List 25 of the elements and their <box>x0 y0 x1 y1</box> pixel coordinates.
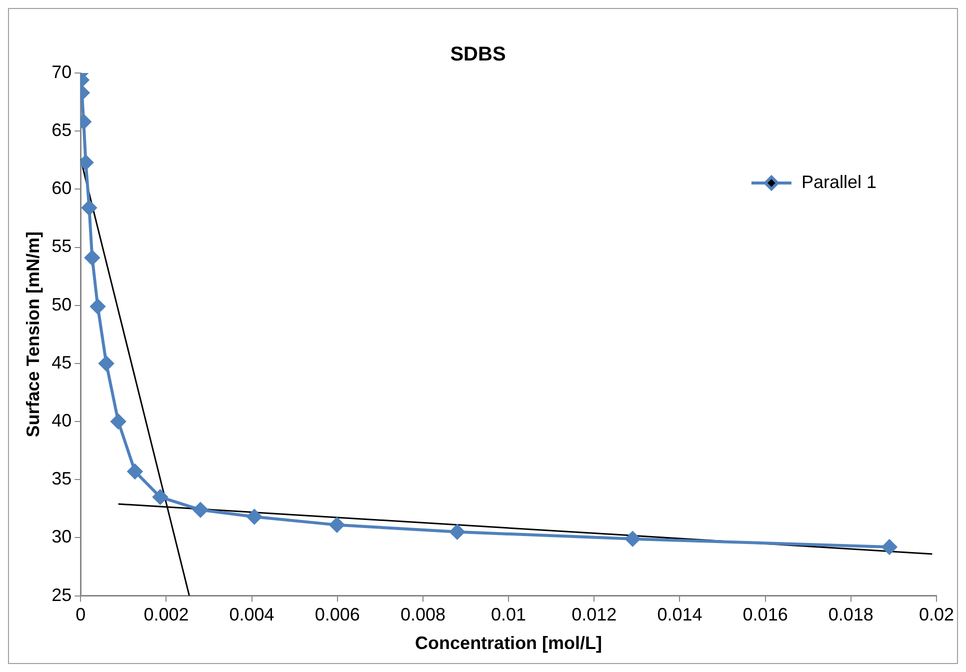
y-tick-label: 70 <box>52 62 72 82</box>
y-tick-label: 40 <box>52 410 72 430</box>
legend-label: Parallel 1 <box>801 172 876 192</box>
x-tick-label: 0.008 <box>400 604 446 625</box>
x-tick-label: 0.006 <box>314 604 360 625</box>
y-tick-label: 65 <box>52 120 72 140</box>
x-tick-label: 0.016 <box>742 604 788 625</box>
x-tick-label: 0.002 <box>144 604 189 625</box>
y-tick-label: 50 <box>52 294 72 314</box>
y-tick-label: 45 <box>52 352 72 372</box>
x-tick-label: 0.004 <box>229 604 274 625</box>
x-tick-label: 0.01 <box>491 604 526 625</box>
y-tick-label: 25 <box>52 584 72 605</box>
y-tick-label: 55 <box>52 236 72 256</box>
y-tick-label: 30 <box>52 526 72 547</box>
x-axis-title: Concentration [mol/L] <box>415 633 602 654</box>
x-tick-label: 0 <box>76 604 86 625</box>
y-tick-label: 60 <box>52 178 72 198</box>
y-axis-title: Surface Tension [mN/m] <box>22 232 43 438</box>
x-tick-label: 0.02 <box>918 604 954 625</box>
x-tick-label: 0.014 <box>657 604 702 625</box>
x-tick-label: 0.012 <box>572 604 617 625</box>
y-tick-label: 35 <box>52 468 72 489</box>
x-tick-label: 0.018 <box>828 604 874 625</box>
chart-title: SDBS <box>450 44 506 66</box>
